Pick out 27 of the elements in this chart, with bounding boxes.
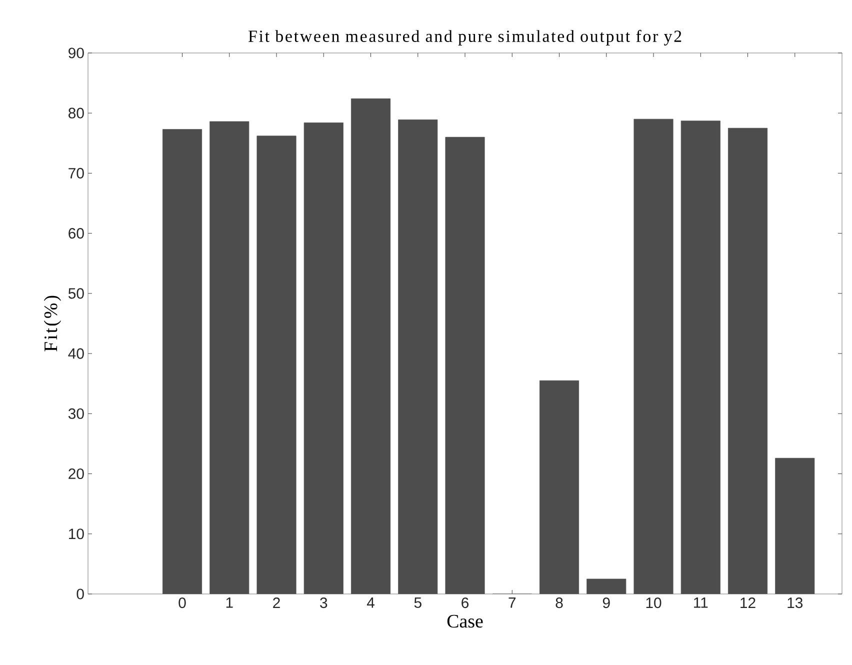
y-tick-label: 0 <box>76 588 84 600</box>
x-tick-label: 4 <box>366 598 374 608</box>
x-tick-label: 9 <box>602 598 610 608</box>
y-tick-label: 20 <box>68 468 84 480</box>
y-tick-label: 50 <box>68 288 84 299</box>
x-tick-label: 8 <box>556 598 563 608</box>
y-tick-label: 70 <box>68 168 84 178</box>
x-tick-label: 1 <box>226 598 233 608</box>
y-axis-title: Fit(%) <box>44 296 62 352</box>
x-tick-label: 5 <box>414 598 422 608</box>
x-tick-label: 13 <box>788 598 803 608</box>
x-tick-label: 0 <box>178 598 186 608</box>
y-tick-label: 80 <box>68 108 84 118</box>
x-tick-label: 3 <box>320 598 328 608</box>
y-tick-label: 60 <box>68 228 84 239</box>
x-tick-label: 10 <box>646 598 662 608</box>
x-tick-label: 12 <box>740 598 756 608</box>
y-tick-label: 40 <box>68 348 84 359</box>
y-tick-label: 10 <box>69 528 84 540</box>
x-axis-title: Case <box>447 614 483 628</box>
x-tick-label: 11 <box>694 598 708 608</box>
chart-title: Fit between measured and pure simulated output for y2 <box>248 30 682 46</box>
x-tick-label: 7 <box>508 598 516 608</box>
y-tick-label: 30 <box>68 408 84 419</box>
x-tick-label: 2 <box>273 598 280 608</box>
x-tick-label: 6 <box>462 598 469 608</box>
y-tick-label: 90 <box>68 48 84 58</box>
